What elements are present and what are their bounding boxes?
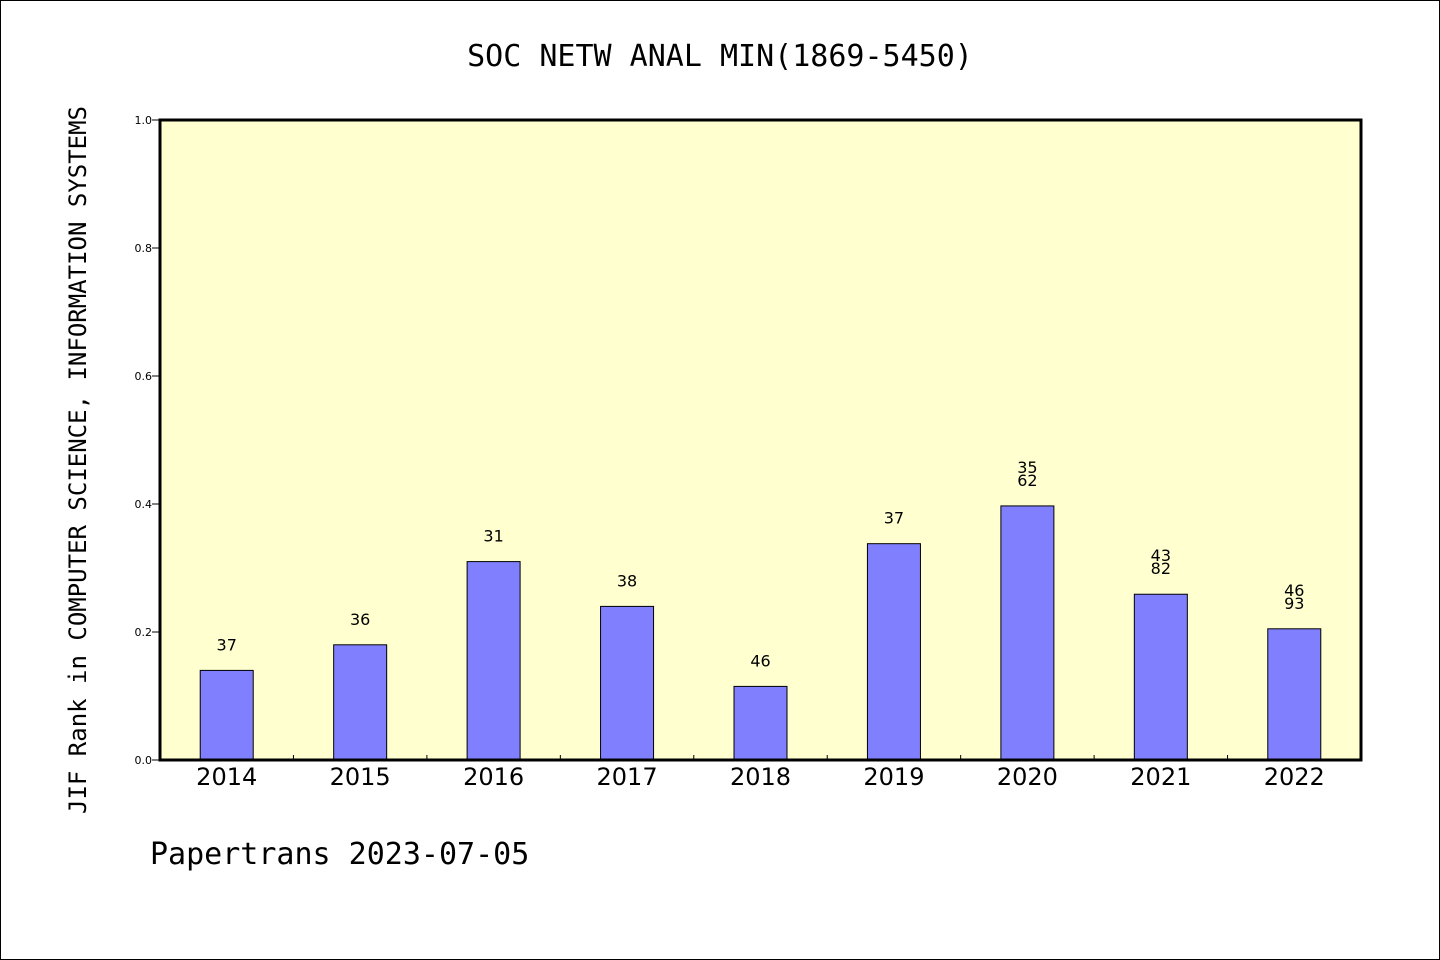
x-tick-label: 2022 — [1264, 763, 1325, 791]
bar-2016 — [466, 561, 521, 761]
x-tick-label: 2019 — [863, 763, 924, 791]
y-tick-label: 0.0 — [135, 754, 153, 767]
y-tick-label: 0.8 — [135, 242, 153, 255]
bar-2021 — [1133, 593, 1188, 761]
x-tick-label: 2018 — [730, 763, 791, 791]
x-tick-label: 2014 — [196, 763, 257, 791]
bar-2022 — [1267, 628, 1322, 761]
bar-2019 — [866, 543, 921, 761]
x-tick-label: 2021 — [1130, 763, 1191, 791]
bar-label: 82 — [1151, 559, 1171, 578]
x-tick-label: 2017 — [597, 763, 658, 791]
bar-label: 43 — [1151, 546, 1171, 565]
y-tick-label: 1.0 — [135, 114, 153, 127]
bar-2020 — [1000, 505, 1055, 761]
bar-2014 — [199, 669, 254, 761]
bar-label: 46 — [1284, 581, 1304, 600]
bar-2017 — [600, 605, 655, 761]
bar-label: 35 — [1017, 458, 1037, 477]
x-tick-label: 2020 — [997, 763, 1058, 791]
bar-label: 31 — [483, 527, 503, 546]
bar-label: 37 — [217, 635, 237, 654]
y-axis-label: JIF Rank in COMPUTER SCIENCE, INFORMATIO… — [64, 106, 92, 814]
bar-label: 46 — [750, 651, 770, 670]
bar-label: 38 — [617, 571, 637, 590]
bar-2018 — [733, 685, 788, 761]
bar-label: 93 — [1284, 594, 1304, 613]
y-tick-label: 0.6 — [135, 370, 153, 383]
bar-label: 62 — [1017, 471, 1037, 490]
x-tick-label: 2016 — [463, 763, 524, 791]
footer-credit: Papertrans 2023-07-05 — [150, 837, 529, 872]
y-tick-label: 0.4 — [135, 498, 153, 511]
plot-border — [158, 118, 1363, 762]
bar-label: 36 — [350, 610, 370, 629]
y-tick-label: 0.2 — [135, 626, 153, 639]
x-tick-label: 2015 — [330, 763, 391, 791]
bar-label: 37 — [884, 509, 904, 528]
bar-2015 — [333, 644, 388, 761]
chart-title: SOC NETW ANAL MIN(1869-5450) — [467, 39, 973, 74]
chart-marks: 0.0 0.2 0.4 0.6 0.8 1.0 37 2014 36 2015 31 2016 38 20… — [135, 114, 1325, 791]
